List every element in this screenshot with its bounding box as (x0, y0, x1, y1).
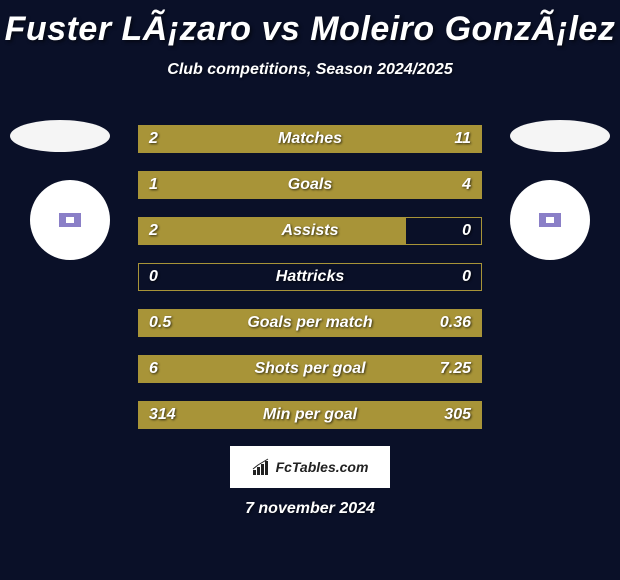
stat-label: Goals per match (247, 314, 372, 332)
stat-row: 314 305 Min per goal (138, 401, 482, 429)
footer-brand-text: FcTables.com (276, 459, 369, 475)
club-logo-right (510, 180, 590, 260)
stat-value-left: 2 (149, 130, 158, 148)
stat-row: 6 7.25 Shots per goal (138, 355, 482, 383)
stat-value-left: 2 (149, 222, 158, 240)
stat-label: Matches (278, 130, 342, 148)
stat-value-right: 0.36 (440, 314, 471, 332)
stat-label: Goals (288, 176, 332, 194)
footer-brand-box: FcTables.com (230, 446, 390, 488)
placeholder-icon (59, 213, 81, 227)
flag-badge-left (10, 120, 110, 152)
stat-row: 0.5 0.36 Goals per match (138, 309, 482, 337)
stat-value-left: 1 (149, 176, 158, 194)
stat-value-right: 4 (462, 176, 471, 194)
club-logo-left (30, 180, 110, 260)
stat-fill-left (139, 218, 406, 244)
stat-label: Min per goal (263, 406, 357, 424)
stat-value-left: 314 (149, 406, 176, 424)
stat-value-left: 0.5 (149, 314, 171, 332)
stat-value-left: 0 (149, 268, 158, 286)
stat-fill-right (207, 172, 481, 198)
stat-row: 2 0 Assists (138, 217, 482, 245)
chart-icon (252, 458, 272, 476)
stat-label: Shots per goal (254, 360, 365, 378)
stat-row: 1 4 Goals (138, 171, 482, 199)
stat-row: 2 11 Matches (138, 125, 482, 153)
stat-value-right: 305 (444, 406, 471, 424)
stat-value-right: 7.25 (440, 360, 471, 378)
placeholder-icon (539, 213, 561, 227)
stats-panel: 2 11 Matches 1 4 Goals 2 0 Assists 0 0 Hattricks 0.5… (138, 125, 482, 447)
stat-label: Assists (282, 222, 339, 240)
stat-value-left: 6 (149, 360, 158, 378)
stat-value-right: 0 (462, 268, 471, 286)
stat-value-right: 11 (454, 130, 471, 148)
stat-label: Hattricks (276, 268, 344, 286)
flag-badge-right (510, 120, 610, 152)
subtitle: Club competitions, Season 2024/2025 (0, 61, 620, 79)
stat-row: 0 0 Hattricks (138, 263, 482, 291)
date-label: 7 november 2024 (0, 500, 620, 518)
page-title: Fuster LÃ¡zaro vs Moleiro GonzÃ¡lez (0, 0, 620, 49)
stat-value-right: 0 (462, 222, 471, 240)
